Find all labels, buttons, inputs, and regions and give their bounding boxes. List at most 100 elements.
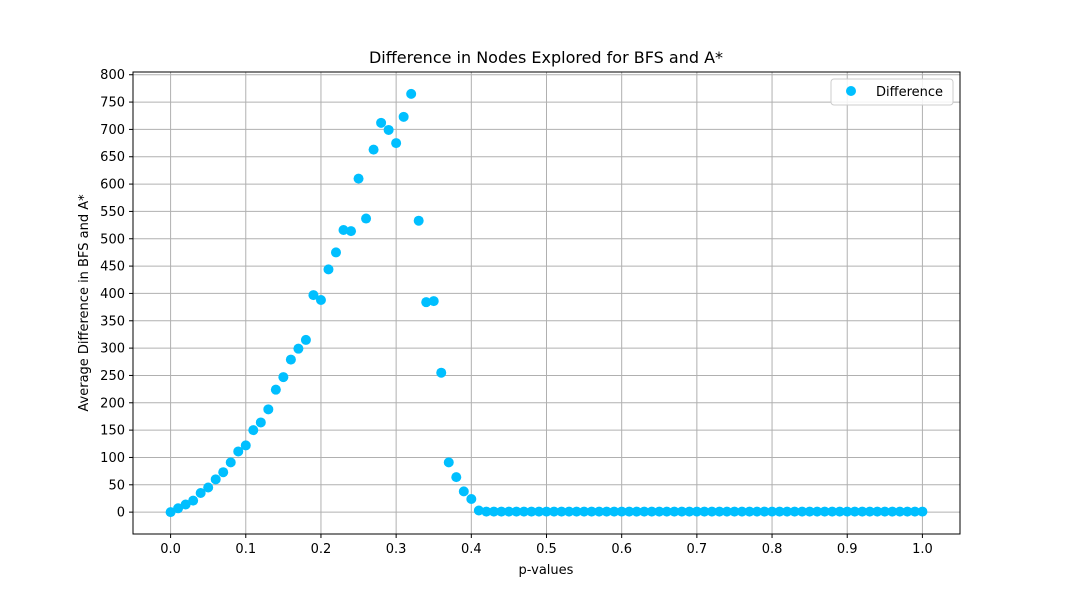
data-point bbox=[827, 506, 838, 517]
data-point bbox=[466, 494, 477, 505]
data-point bbox=[511, 506, 522, 517]
data-point bbox=[240, 440, 251, 451]
legend: Difference bbox=[830, 78, 954, 106]
data-point bbox=[473, 505, 484, 516]
data-point bbox=[917, 506, 928, 517]
x-tick-label: 0.8 bbox=[762, 542, 783, 557]
y-tick-label: 250 bbox=[100, 369, 125, 384]
data-point bbox=[834, 506, 845, 517]
data-point bbox=[218, 467, 229, 478]
data-point bbox=[533, 506, 544, 517]
data-point bbox=[894, 506, 905, 517]
data-point bbox=[909, 506, 920, 517]
data-point bbox=[330, 247, 341, 258]
data-point bbox=[406, 88, 417, 99]
y-tick-label: 750 bbox=[100, 96, 125, 111]
y-tick-label: 150 bbox=[100, 424, 125, 439]
data-point bbox=[842, 506, 853, 517]
y-tick-label: 550 bbox=[100, 205, 125, 220]
x-axis: 0.0 0.1 0.2 0.3 0.4 0.5 0.6 0.7 0.8 0.9 1.0 bbox=[160, 534, 933, 557]
data-point bbox=[729, 506, 740, 517]
y-tick-label: 0 bbox=[117, 506, 125, 521]
data-point bbox=[361, 213, 372, 224]
data-point bbox=[684, 506, 695, 517]
data-point bbox=[767, 506, 778, 517]
data-point bbox=[631, 506, 642, 517]
x-tick-label: 0.5 bbox=[536, 542, 557, 557]
data-point bbox=[699, 506, 710, 517]
legend-label: Difference bbox=[876, 85, 943, 100]
data-point bbox=[879, 506, 890, 517]
data-point bbox=[714, 506, 725, 517]
data-point bbox=[759, 506, 770, 517]
data-point bbox=[481, 506, 492, 517]
data-point bbox=[376, 117, 387, 128]
data-point bbox=[458, 486, 469, 497]
data-point bbox=[173, 503, 184, 514]
data-point bbox=[278, 372, 289, 383]
data-point bbox=[451, 472, 462, 483]
data-point bbox=[609, 506, 620, 517]
y-tick-label: 700 bbox=[100, 123, 125, 138]
data-point bbox=[549, 506, 560, 517]
chart-title: Difference in Nodes Explored for BFS and… bbox=[369, 48, 723, 67]
data-point bbox=[413, 215, 424, 226]
data-point bbox=[706, 506, 717, 517]
x-tick-label: 0.9 bbox=[837, 542, 858, 557]
data-point bbox=[353, 173, 364, 184]
data-point bbox=[300, 334, 311, 345]
data-point bbox=[323, 264, 334, 275]
grid bbox=[133, 72, 960, 534]
data-point bbox=[285, 354, 296, 365]
data-point bbox=[639, 506, 650, 517]
x-tick-label: 1.0 bbox=[912, 542, 933, 557]
data-point bbox=[195, 487, 206, 498]
x-axis-title: p-values bbox=[519, 563, 574, 578]
y-axis: 0 50 100 150 200 250 300 350 400 450 500 550 600 650 7… bbox=[100, 68, 133, 521]
data-point bbox=[744, 506, 755, 517]
data-point bbox=[594, 506, 605, 517]
data-point bbox=[669, 506, 680, 517]
data-point bbox=[428, 296, 439, 307]
y-tick-label: 600 bbox=[100, 178, 125, 193]
data-point bbox=[248, 425, 259, 436]
data-point bbox=[526, 506, 537, 517]
data-point bbox=[872, 506, 883, 517]
data-point bbox=[398, 111, 409, 122]
data-point bbox=[270, 384, 281, 395]
data-point bbox=[436, 367, 447, 378]
data-point bbox=[571, 506, 582, 517]
y-tick-label: 650 bbox=[100, 150, 125, 165]
data-point bbox=[752, 506, 763, 517]
data-point bbox=[346, 226, 357, 237]
data-point bbox=[503, 506, 514, 517]
data-point bbox=[691, 506, 702, 517]
data-point bbox=[789, 506, 800, 517]
data-point bbox=[443, 457, 454, 468]
data-point bbox=[736, 506, 747, 517]
data-point bbox=[518, 506, 529, 517]
data-point bbox=[165, 507, 176, 518]
x-tick-label: 0.0 bbox=[160, 542, 181, 557]
y-axis-title: Average Difference in BFS and A* bbox=[77, 194, 92, 412]
data-point bbox=[676, 506, 687, 517]
data-point bbox=[819, 506, 830, 517]
x-tick-label: 0.4 bbox=[461, 542, 482, 557]
y-tick-label: 100 bbox=[100, 451, 125, 466]
data-point bbox=[383, 124, 394, 135]
data-point bbox=[203, 482, 214, 493]
data-point bbox=[308, 290, 319, 301]
data-point bbox=[797, 506, 808, 517]
data-point bbox=[624, 506, 635, 517]
data-point bbox=[210, 474, 221, 485]
data-point bbox=[721, 506, 732, 517]
data-point bbox=[616, 506, 627, 517]
y-tick-label: 800 bbox=[100, 68, 125, 83]
legend-marker bbox=[846, 86, 856, 96]
data-point bbox=[782, 506, 793, 517]
x-tick-label: 0.7 bbox=[687, 542, 708, 557]
data-point bbox=[887, 506, 898, 517]
data-point bbox=[180, 499, 191, 510]
data-point bbox=[579, 506, 590, 517]
